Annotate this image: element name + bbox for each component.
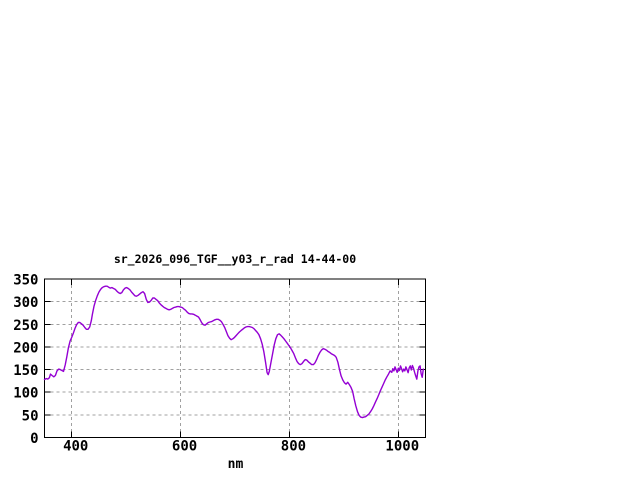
y-tick-label: 350 (13, 273, 38, 289)
y-tick-label: 200 (13, 340, 38, 356)
y-tick-label: 0 (30, 431, 38, 447)
x-axis-label: nm (227, 457, 244, 472)
x-tick-label: 1000 (385, 439, 419, 455)
y-tick-label: 300 (13, 295, 38, 311)
y-tick-label: 250 (13, 318, 38, 334)
plot-border (44, 278, 426, 438)
y-tick-label: 150 (13, 363, 38, 379)
radiance-curve (43, 285, 424, 419)
x-tick-label: 800 (281, 439, 306, 455)
y-tick-label: 100 (13, 386, 38, 402)
x-tick-label: 400 (63, 439, 88, 455)
y-tick-label: 50 (22, 408, 39, 424)
chart-title: sr_2026_096_TGF__y03_r_rad 14-44-00 (113, 252, 357, 266)
x-tick-label: 600 (172, 439, 197, 455)
